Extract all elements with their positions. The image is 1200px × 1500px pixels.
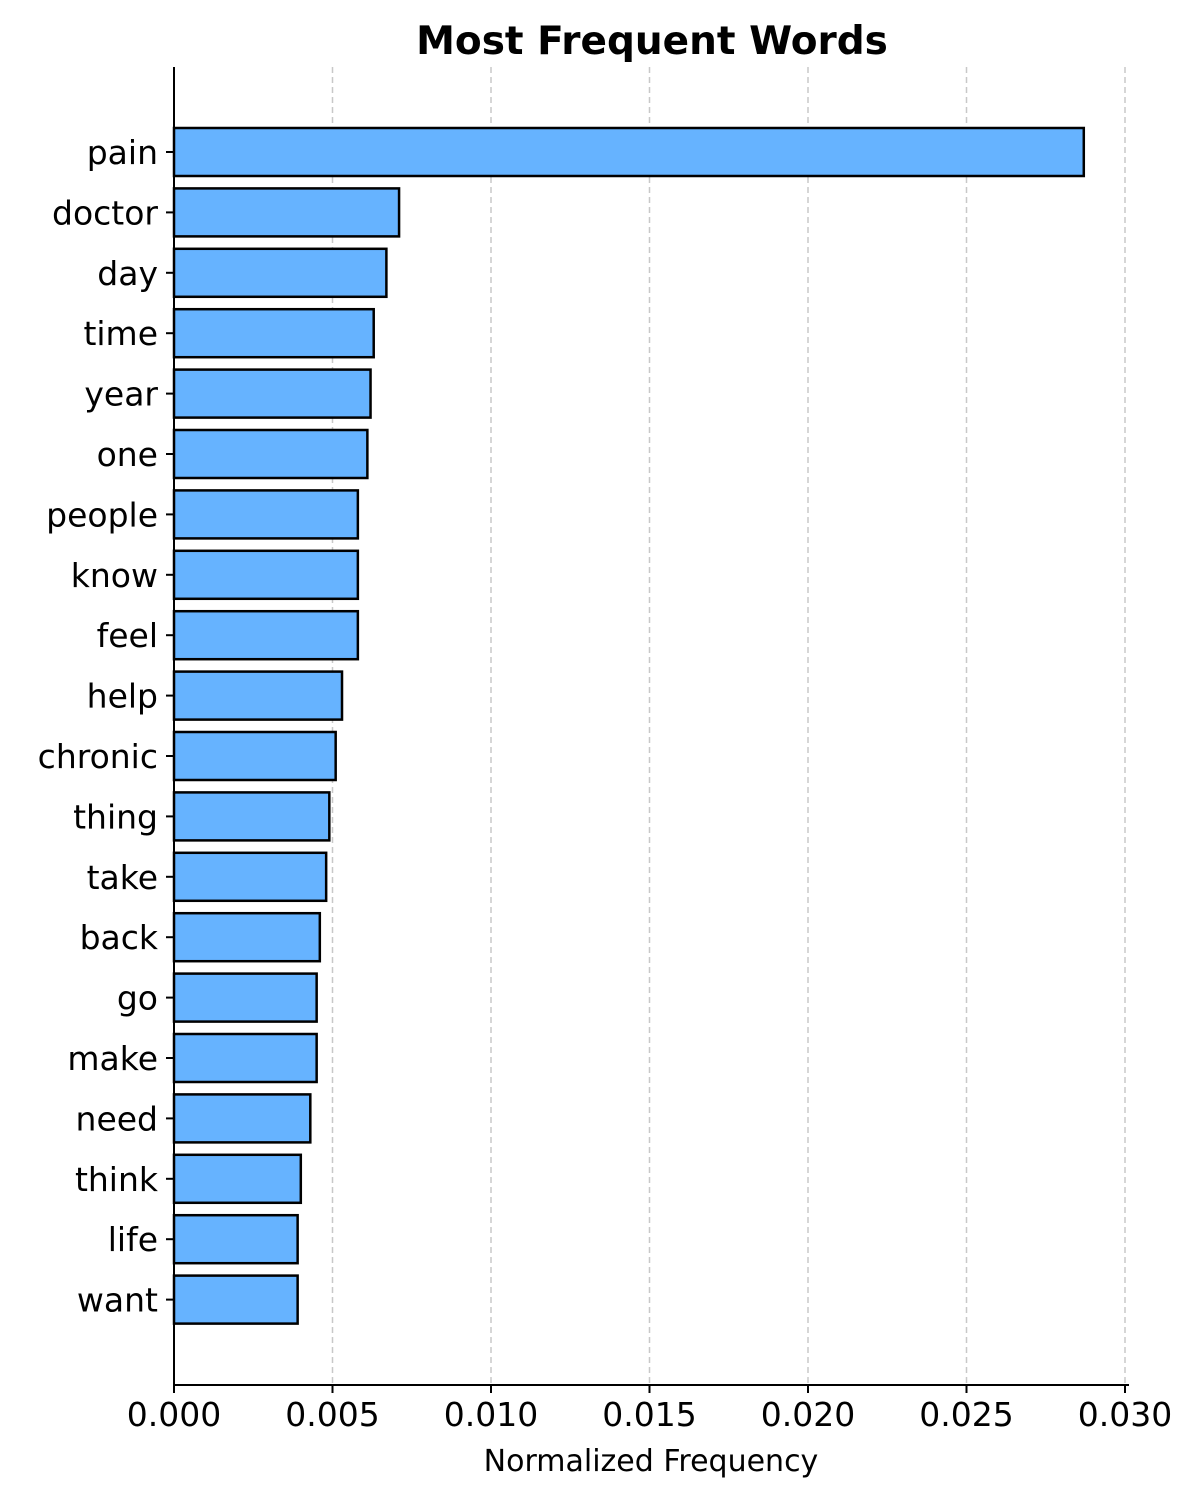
y-tick-label-think: think xyxy=(75,1160,159,1199)
bar-go xyxy=(172,972,318,1023)
y-tick-label-back: back xyxy=(80,918,159,957)
bars-group xyxy=(172,126,1086,1325)
y-tick-label-doctor: doctor xyxy=(52,193,158,232)
y-tick-label-need: need xyxy=(76,1099,158,1138)
bar-back xyxy=(172,911,322,963)
x-tick-label: 0.025 xyxy=(919,1395,1013,1434)
bar-feel xyxy=(172,609,360,661)
bar-day xyxy=(172,247,388,299)
y-tick-label-make: make xyxy=(67,1039,158,1078)
y-tick-label-pain: pain xyxy=(87,133,158,172)
x-tick-label: 0.015 xyxy=(602,1395,696,1434)
x-tick-label: 0.000 xyxy=(127,1395,221,1434)
bar-take xyxy=(172,851,328,903)
y-tick-label-take: take xyxy=(87,858,158,897)
bar-doctor xyxy=(172,187,401,238)
x-axis-label: Normalized Frequency xyxy=(484,1444,819,1479)
y-tick-label-want: want xyxy=(77,1281,158,1320)
bar-need xyxy=(172,1093,312,1144)
y-tick-label-chronic: chronic xyxy=(38,737,158,776)
x-tick-label: 0.020 xyxy=(761,1395,855,1434)
bar-year xyxy=(172,368,372,419)
x-tick-labels: 0.000 0.005 0.010 0.015 0.020 0.025 0.030 xyxy=(127,1385,1172,1434)
bar-want xyxy=(172,1274,299,1325)
y-tick-label-know: know xyxy=(71,556,158,595)
y-tick-label-day: day xyxy=(97,254,158,293)
bar-think xyxy=(172,1153,303,1205)
y-tick-label-year: year xyxy=(84,375,158,414)
y-tick-label-thing: thing xyxy=(73,797,158,836)
bar-time xyxy=(172,307,375,359)
x-tick-label: 0.010 xyxy=(444,1395,538,1434)
grid-lines xyxy=(331,67,1126,1385)
bar-people xyxy=(172,489,360,540)
bar-one xyxy=(172,428,369,480)
x-tick-label: 0.030 xyxy=(1078,1395,1172,1434)
bar-make xyxy=(172,1032,318,1084)
y-tick-label-go: go xyxy=(117,979,158,1018)
y-tick-label-feel: feel xyxy=(97,616,158,655)
y-tick-labels: pain doctor day time year one people know feel he… xyxy=(38,133,174,1320)
x-tick-label: 0.005 xyxy=(285,1395,379,1434)
bar-life xyxy=(172,1213,299,1265)
chart-title: Most Frequent Words xyxy=(416,19,888,64)
y-tick-label-help: help xyxy=(87,677,158,716)
bar-help xyxy=(172,670,344,721)
bar-pain xyxy=(172,126,1086,178)
y-tick-label-life: life xyxy=(108,1220,158,1259)
y-tick-label-time: time xyxy=(83,314,158,353)
bar-chronic xyxy=(172,730,337,782)
y-tick-label-people: people xyxy=(46,495,158,534)
bar-thing xyxy=(172,791,331,842)
y-tick-label-one: one xyxy=(97,435,158,474)
bar-know xyxy=(172,549,360,601)
